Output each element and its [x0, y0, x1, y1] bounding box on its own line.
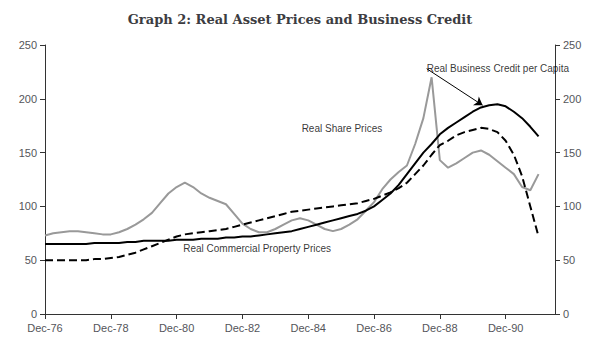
- svg-text:Dec-80: Dec-80: [159, 322, 194, 334]
- svg-text:50: 50: [563, 254, 575, 266]
- svg-text:Graph 2: Real Asset Prices and: Graph 2: Real Asset Prices and Business …: [128, 12, 472, 27]
- svg-text:200: 200: [563, 93, 581, 105]
- svg-text:250: 250: [19, 39, 37, 51]
- svg-text:100: 100: [19, 200, 37, 212]
- svg-text:200: 200: [19, 93, 37, 105]
- svg-text:Dec-88: Dec-88: [422, 322, 457, 334]
- svg-text:Dec-82: Dec-82: [225, 322, 260, 334]
- svg-text:Dec-78: Dec-78: [93, 322, 128, 334]
- svg-text:Real Share Prices: Real Share Prices: [302, 123, 383, 134]
- svg-text:150: 150: [563, 147, 581, 159]
- svg-text:0: 0: [31, 308, 37, 320]
- svg-text:Real Commercial Property Price: Real Commercial Property Prices: [183, 243, 331, 254]
- svg-text:100: 100: [563, 200, 581, 212]
- svg-text:Dec-86: Dec-86: [356, 322, 391, 334]
- svg-text:Dec-76: Dec-76: [27, 322, 62, 334]
- svg-text:Real Business Credit per Capit: Real Business Credit per Capita: [427, 63, 570, 74]
- svg-text:Dec-84: Dec-84: [290, 322, 325, 334]
- svg-text:150: 150: [19, 147, 37, 159]
- svg-text:Dec-90: Dec-90: [488, 322, 523, 334]
- svg-text:0: 0: [563, 308, 569, 320]
- svg-text:250: 250: [563, 39, 581, 51]
- svg-text:50: 50: [25, 254, 37, 266]
